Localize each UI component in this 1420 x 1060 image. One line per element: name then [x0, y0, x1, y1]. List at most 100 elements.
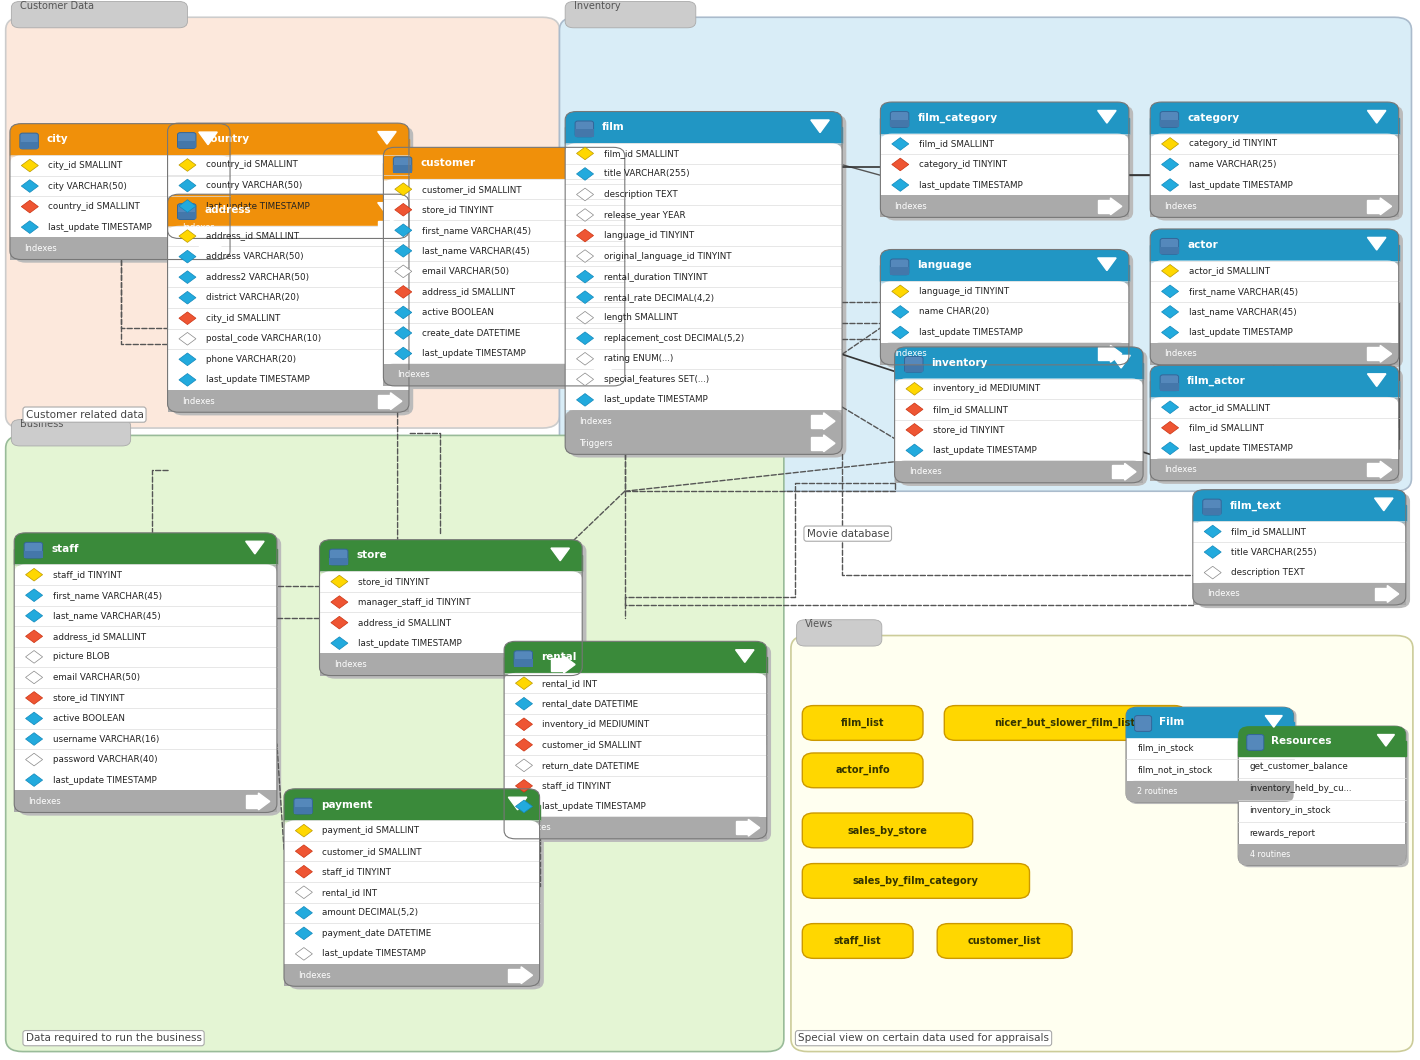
Bar [1238, 741, 1406, 756]
Polygon shape [811, 437, 824, 449]
Text: active BOOLEAN: active BOOLEAN [422, 308, 494, 317]
Bar [168, 216, 409, 228]
Polygon shape [1380, 346, 1392, 363]
Text: original_language_id TINYINT: original_language_id TINYINT [604, 251, 731, 261]
Text: manager_staff_id TINYINT: manager_staff_id TINYINT [358, 598, 470, 606]
Bar [1150, 470, 1399, 480]
Text: film_id SMALLINT: film_id SMALLINT [1189, 423, 1264, 432]
FancyBboxPatch shape [10, 237, 230, 260]
Polygon shape [179, 230, 196, 243]
Bar [168, 390, 409, 401]
Text: city VARCHAR(50): city VARCHAR(50) [48, 181, 128, 191]
Text: country VARCHAR(50): country VARCHAR(50) [206, 181, 302, 190]
Bar [880, 118, 1129, 134]
Text: Indexes: Indexes [334, 660, 366, 669]
Text: city_id SMALLINT: city_id SMALLINT [48, 161, 122, 170]
Bar [1126, 722, 1294, 737]
FancyBboxPatch shape [895, 378, 1143, 461]
Bar [284, 893, 540, 965]
FancyBboxPatch shape [393, 157, 412, 173]
Text: customer_id SMALLINT: customer_id SMALLINT [542, 740, 642, 749]
Polygon shape [26, 691, 43, 704]
Text: description TEXT: description TEXT [604, 190, 677, 199]
FancyBboxPatch shape [320, 571, 582, 653]
Polygon shape [1110, 346, 1122, 363]
Polygon shape [26, 610, 43, 622]
Polygon shape [1162, 305, 1179, 318]
FancyBboxPatch shape [905, 356, 923, 372]
FancyBboxPatch shape [504, 816, 767, 838]
Polygon shape [179, 312, 196, 324]
Polygon shape [21, 180, 38, 192]
Polygon shape [551, 658, 564, 671]
FancyBboxPatch shape [284, 965, 540, 986]
Text: store_id TINYINT: store_id TINYINT [422, 206, 493, 214]
Text: Customer Data: Customer Data [20, 1, 94, 11]
Bar [168, 139, 409, 155]
Polygon shape [258, 793, 270, 810]
Polygon shape [295, 948, 312, 960]
Text: title VARCHAR(255): title VARCHAR(255) [1231, 548, 1316, 556]
FancyBboxPatch shape [802, 813, 973, 848]
Polygon shape [1380, 461, 1392, 478]
FancyBboxPatch shape [1238, 726, 1406, 865]
Polygon shape [906, 424, 923, 437]
Polygon shape [1367, 374, 1386, 387]
Polygon shape [521, 967, 532, 984]
Text: rating ENUM(...): rating ENUM(...) [604, 354, 673, 364]
Polygon shape [391, 219, 402, 235]
Text: Triggers: Triggers [579, 439, 613, 447]
Text: customer_id SMALLINT: customer_id SMALLINT [422, 184, 521, 194]
Polygon shape [1162, 158, 1179, 171]
FancyBboxPatch shape [899, 350, 1147, 485]
Text: Indexes: Indexes [182, 396, 214, 406]
Polygon shape [906, 383, 923, 395]
Polygon shape [395, 183, 412, 195]
Polygon shape [295, 845, 312, 858]
Text: Indexes: Indexes [895, 201, 927, 211]
Text: sales_by_store: sales_by_store [848, 826, 927, 835]
Bar [383, 271, 625, 364]
Polygon shape [515, 800, 532, 813]
Text: last_update TIMESTAMP: last_update TIMESTAMP [919, 328, 1022, 337]
Bar [504, 657, 767, 673]
Bar [504, 745, 767, 816]
FancyBboxPatch shape [504, 641, 767, 673]
Bar [1193, 594, 1406, 605]
Polygon shape [179, 159, 196, 172]
Text: length SMALLINT: length SMALLINT [604, 313, 677, 322]
Text: film_id SMALLINT: film_id SMALLINT [933, 405, 1008, 413]
FancyBboxPatch shape [890, 259, 909, 275]
FancyBboxPatch shape [168, 226, 409, 390]
Bar [1150, 382, 1399, 396]
FancyBboxPatch shape [1241, 728, 1409, 867]
Text: Film: Film [1159, 717, 1184, 727]
Bar [1150, 245, 1399, 261]
FancyBboxPatch shape [168, 123, 409, 155]
FancyBboxPatch shape [880, 342, 1129, 365]
Polygon shape [1112, 465, 1125, 478]
Text: name CHAR(20): name CHAR(20) [919, 307, 988, 317]
Text: film_category: film_category [917, 112, 997, 123]
Polygon shape [1380, 198, 1392, 215]
Bar [504, 816, 767, 828]
Polygon shape [1098, 110, 1116, 123]
Text: Data required to run the business: Data required to run the business [26, 1034, 202, 1043]
FancyBboxPatch shape [1238, 726, 1406, 756]
Text: last_update TIMESTAMP: last_update TIMESTAMP [1189, 444, 1292, 453]
FancyBboxPatch shape [1197, 493, 1410, 608]
Bar [168, 210, 409, 226]
Bar [10, 248, 230, 260]
Polygon shape [515, 677, 532, 689]
Polygon shape [26, 732, 43, 745]
FancyBboxPatch shape [885, 105, 1133, 220]
Bar [1150, 195, 1399, 207]
Polygon shape [1367, 237, 1386, 250]
Polygon shape [26, 568, 43, 581]
FancyBboxPatch shape [802, 753, 923, 788]
Bar [1203, 508, 1221, 515]
Bar [1193, 506, 1406, 522]
FancyBboxPatch shape [508, 644, 771, 842]
Text: country: country [204, 134, 250, 144]
FancyBboxPatch shape [937, 923, 1072, 958]
